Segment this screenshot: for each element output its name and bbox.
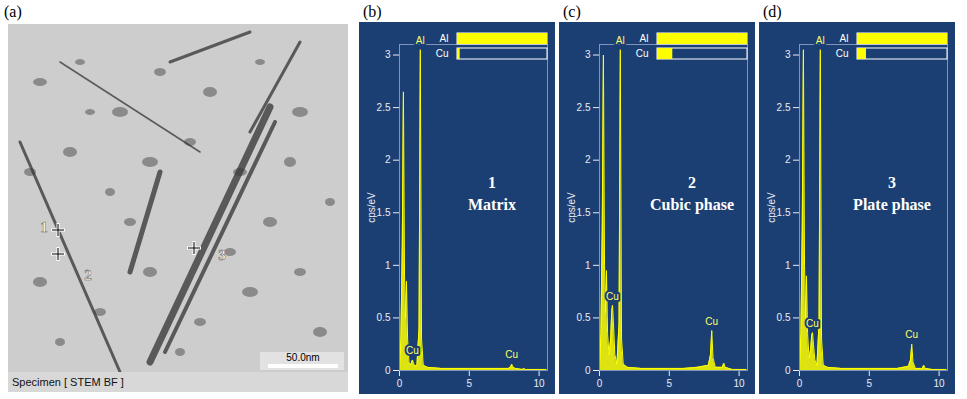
- svg-text:Al: Al: [840, 33, 849, 44]
- svg-text:0.5: 0.5: [777, 312, 791, 323]
- svg-text:2: 2: [585, 154, 591, 165]
- svg-text:cps/eV: cps/eV: [566, 192, 577, 223]
- svg-text:1.5: 1.5: [377, 207, 391, 218]
- svg-text:10: 10: [934, 378, 946, 389]
- svg-text:Al: Al: [440, 33, 449, 44]
- svg-text:1.5: 1.5: [777, 207, 791, 218]
- svg-text:Cu: Cu: [905, 329, 918, 340]
- svg-text:0: 0: [585, 365, 591, 376]
- svg-text:2: 2: [385, 154, 391, 165]
- html-text:2: 2: [688, 174, 696, 191]
- svg-text:Cu: Cu: [606, 291, 619, 302]
- svg-text:Cu: Cu: [705, 316, 718, 327]
- svg-text:Al: Al: [416, 35, 425, 46]
- svg-text:0: 0: [797, 378, 803, 389]
- svg-text:5: 5: [467, 378, 473, 389]
- html-text:(a): (a): [4, 3, 22, 20]
- svg-text:2.5: 2.5: [777, 102, 791, 113]
- svg-text:1: 1: [785, 260, 791, 271]
- svg-text:0: 0: [385, 365, 391, 376]
- svg-text:0: 0: [397, 378, 403, 389]
- svg-text:1: 1: [585, 260, 591, 271]
- svg-text:Cu: Cu: [406, 345, 419, 356]
- svg-text:1: 1: [40, 219, 48, 235]
- svg-text:50.0nm: 50.0nm: [286, 352, 319, 363]
- svg-text:Cu: Cu: [505, 349, 518, 360]
- svg-text:3: 3: [385, 49, 391, 60]
- svg-text:3: 3: [785, 49, 791, 60]
- svg-text:Al: Al: [616, 35, 625, 46]
- svg-text:2.5: 2.5: [377, 102, 391, 113]
- html-text:(b): (b): [363, 3, 382, 20]
- svg-text:0.5: 0.5: [377, 312, 391, 323]
- svg-text:Al: Al: [816, 35, 825, 46]
- svg-text:2.5: 2.5: [577, 102, 591, 113]
- html-text:(d): (d): [763, 3, 782, 20]
- svg-text:1.5: 1.5: [577, 207, 591, 218]
- svg-text:5: 5: [667, 378, 673, 389]
- svg-text:1: 1: [385, 260, 391, 271]
- svg-text:Al: Al: [640, 33, 649, 44]
- svg-text:0.5: 0.5: [577, 312, 591, 323]
- html-text:1: 1: [488, 174, 496, 191]
- html-text:Plate phase: Plate phase: [853, 196, 931, 213]
- svg-text:Cu: Cu: [836, 48, 849, 59]
- svg-text:0: 0: [785, 365, 791, 376]
- svg-text:0: 0: [597, 378, 603, 389]
- svg-text:10: 10: [734, 378, 746, 389]
- svg-text:Cu: Cu: [436, 48, 449, 59]
- svg-text:cps/eV: cps/eV: [366, 192, 377, 223]
- svg-text:Specimen [ STEM BF ]: Specimen [ STEM BF ]: [12, 376, 124, 388]
- html-text:Cubic phase: Cubic phase: [650, 196, 734, 213]
- svg-text:cps/eV: cps/eV: [766, 192, 777, 223]
- svg-text:2: 2: [785, 154, 791, 165]
- svg-text:5: 5: [867, 378, 873, 389]
- svg-text:3: 3: [585, 49, 591, 60]
- svg-text:3: 3: [218, 247, 226, 263]
- svg-text:10: 10: [534, 378, 546, 389]
- html-text:(c): (c): [563, 3, 581, 20]
- html-text:3: 3: [888, 174, 896, 191]
- svg-text:Cu: Cu: [636, 48, 649, 59]
- html-text:Matrix: Matrix: [468, 196, 516, 213]
- svg-text:Cu: Cu: [806, 318, 819, 329]
- svg-text:2: 2: [84, 267, 92, 283]
